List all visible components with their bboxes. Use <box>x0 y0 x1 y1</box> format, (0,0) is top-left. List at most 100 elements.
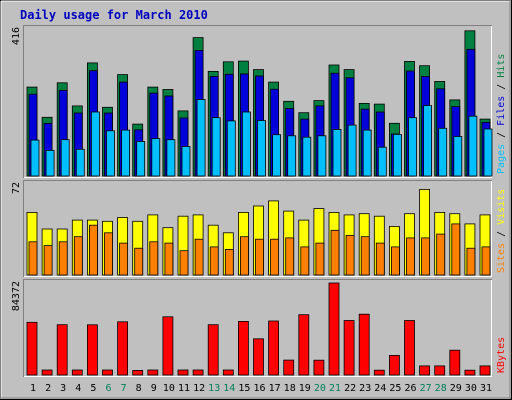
mid-bar-sites-day-6 <box>104 232 113 276</box>
x-tick-label-day-10: 10 <box>163 383 175 394</box>
x-tick-label-day-13: 13 <box>208 383 220 394</box>
x-tick-label-day-4: 4 <box>75 383 81 394</box>
x-tick-label-day-8: 8 <box>136 383 142 394</box>
x-tick-label-day-26: 26 <box>404 383 416 394</box>
top-bar-pages-day-2 <box>45 149 55 177</box>
x-tick-label-day-22: 22 <box>344 383 356 394</box>
mid-bar-sites-day-29 <box>451 223 461 276</box>
bottom-bar-kbytes-day-9 <box>147 369 159 376</box>
bottom-bar-kbytes-day-30 <box>464 369 476 376</box>
top-bar-pages-day-3 <box>60 139 70 177</box>
x-tick-label-day-5: 5 <box>90 383 96 394</box>
bottom-bar-kbytes-day-31 <box>479 365 491 376</box>
bottom-bar-kbytes-day-21 <box>328 282 340 376</box>
x-tick-label-day-11: 11 <box>178 383 190 394</box>
top-bar-pages-day-24 <box>377 146 387 177</box>
mid-bar-sites-day-11 <box>179 250 189 276</box>
mid-bar-sites-day-15 <box>239 236 249 276</box>
bottom-bar-kbytes-day-24 <box>373 369 385 376</box>
legend-sites: Sites <box>496 243 507 273</box>
legend-pages: Pages <box>496 144 507 174</box>
top-bar-pages-day-22 <box>347 124 357 177</box>
x-tick-label-day-23: 23 <box>359 383 371 394</box>
top-bar-pages-day-25 <box>392 133 402 177</box>
legend-kbytes: KBytes <box>496 337 507 373</box>
x-tick-label-day-9: 9 <box>151 383 157 394</box>
top-bar-pages-day-5 <box>91 111 100 177</box>
mid-bar-sites-day-1 <box>28 241 38 276</box>
mid-bar-sites-day-24 <box>375 242 385 276</box>
bottom-bar-kbytes-day-3 <box>56 324 68 376</box>
bottom-bar-kbytes-day-14 <box>222 369 234 376</box>
top-bar-pages-day-19 <box>302 136 312 177</box>
bottom-max-label: 84372 <box>11 281 22 311</box>
top-bar-pages-day-23 <box>362 129 372 177</box>
mid-bar-sites-day-30 <box>466 247 476 276</box>
top-bar-pages-day-28 <box>438 127 448 177</box>
mid-bar-sites-day-28 <box>436 233 446 276</box>
x-tick-label-day-17: 17 <box>269 383 281 394</box>
legend-top: Pages / Files / Hits <box>496 54 507 174</box>
mid-bar-sites-day-19 <box>300 246 310 276</box>
top-bar-pages-day-9 <box>151 138 161 177</box>
mid-bar-sites-day-3 <box>58 241 68 276</box>
legend-visits: Visits <box>496 189 507 225</box>
bottom-bar-kbytes-day-12 <box>192 369 204 376</box>
top-bar-pages-day-12 <box>196 99 206 177</box>
top-bar-pages-day-7 <box>121 129 130 177</box>
bottom-bar-kbytes-day-1 <box>26 321 38 376</box>
mid-bar-sites-day-23 <box>360 236 370 276</box>
mid-bar-sites-day-16 <box>255 238 264 276</box>
mid-bar-sites-day-20 <box>315 242 325 276</box>
bottom-bar-kbytes-day-22 <box>343 320 355 376</box>
bottom-bar-kbytes-day-25 <box>388 354 400 376</box>
mid-bar-sites-day-22 <box>345 234 355 276</box>
mid-bar-sites-day-17 <box>270 238 280 276</box>
top-bar-pages-day-29 <box>453 136 463 177</box>
top-bar-pages-day-10 <box>166 139 176 177</box>
bottom-bar-kbytes-day-10 <box>162 316 174 376</box>
x-tick-label-day-15: 15 <box>238 383 250 394</box>
mid-bar-sites-day-5 <box>89 224 98 276</box>
bottom-bar-kbytes-day-26 <box>404 320 415 376</box>
x-tick-label-day-28: 28 <box>435 383 447 394</box>
x-tick-label-day-21: 21 <box>329 383 341 394</box>
x-tick-label-day-30: 30 <box>465 383 477 394</box>
x-tick-label-day-1: 1 <box>30 383 36 394</box>
top-bar-pages-day-4 <box>75 148 85 177</box>
bottom-bar-kbytes-day-5 <box>87 324 98 376</box>
bottom-bar-kbytes-day-16 <box>253 338 264 376</box>
top-bar-pages-day-11 <box>181 146 191 177</box>
bottom-bar-kbytes-day-4 <box>71 369 83 376</box>
top-bar-pages-day-21 <box>332 128 342 177</box>
bottom-bar-kbytes-day-8 <box>132 369 144 376</box>
top-bar-pages-day-20 <box>317 135 327 177</box>
bottom-bar-kbytes-day-20 <box>313 359 325 376</box>
bottom-bar-kbytes-day-15 <box>237 320 249 376</box>
mid-bar-sites-day-26 <box>406 237 415 276</box>
mid-bar-sites-day-13 <box>209 246 219 276</box>
top-bar-pages-day-13 <box>211 117 221 177</box>
top-bar-pages-day-6 <box>106 130 115 177</box>
top-bar-pages-day-1 <box>30 139 40 177</box>
x-tick-label-day-25: 25 <box>389 383 401 394</box>
top-bar-pages-day-14 <box>226 120 236 177</box>
bottom-bar-kbytes-day-11 <box>177 369 189 376</box>
bottom-bar-kbytes-day-17 <box>268 320 280 376</box>
mid-bar-sites-day-21 <box>330 229 340 276</box>
bottom-bar-kbytes-day-29 <box>449 349 461 376</box>
x-tick-label-day-31: 31 <box>480 383 492 394</box>
x-tick-label-day-24: 24 <box>374 383 386 394</box>
mid-bar-sites-day-31 <box>481 246 491 276</box>
bottom-bar-kbytes-day-23 <box>358 313 370 376</box>
mid-bar-sites-day-2 <box>43 245 53 276</box>
mid-bar-sites-day-7 <box>119 242 128 276</box>
mid-bar-sites-day-14 <box>224 248 234 276</box>
x-tick-label-day-18: 18 <box>284 383 296 394</box>
legend-files: Files <box>496 96 507 126</box>
bottom-bar-kbytes-day-13 <box>207 324 219 376</box>
x-tick-label-day-7: 7 <box>121 383 127 394</box>
bottom-bar-kbytes-day-7 <box>117 321 128 376</box>
bottom-bar-kbytes-day-2 <box>41 369 53 376</box>
